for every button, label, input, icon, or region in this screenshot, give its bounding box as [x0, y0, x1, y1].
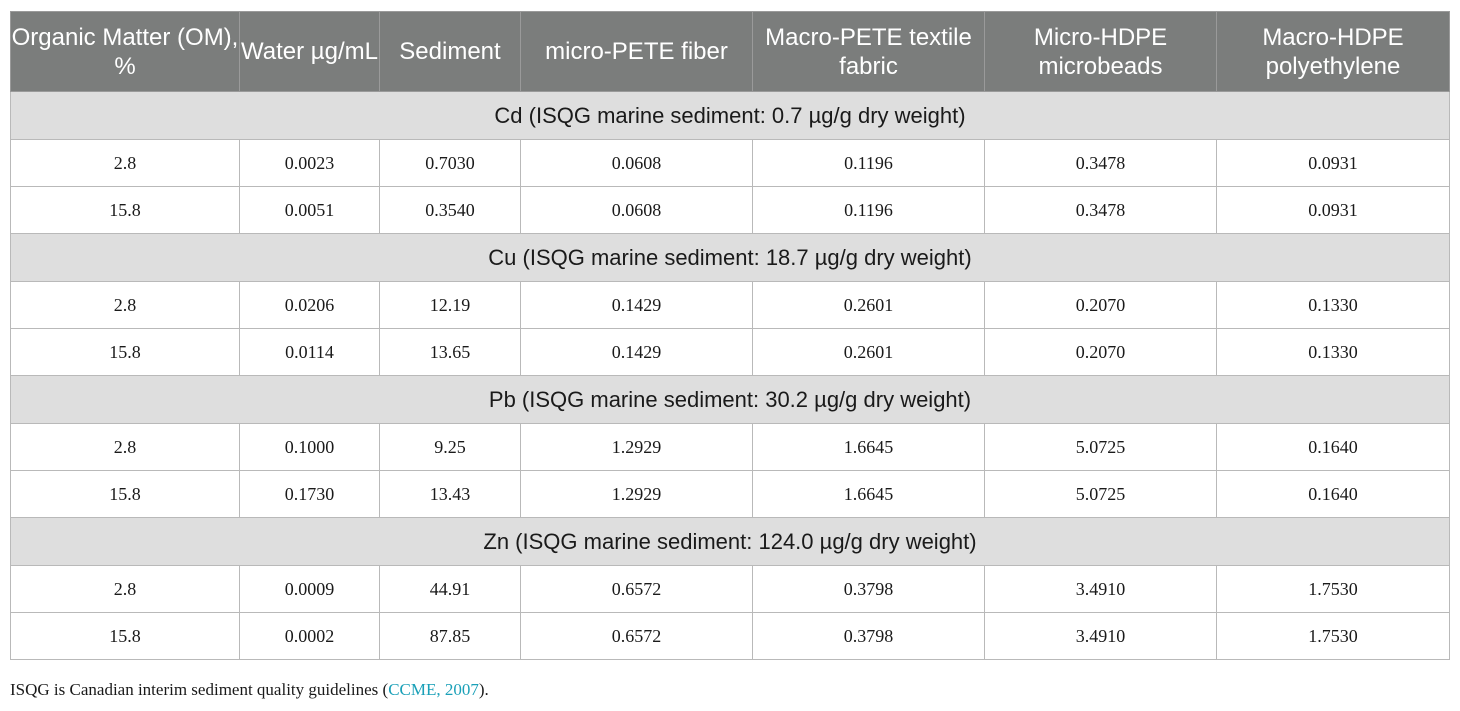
header-cell-micro-hdpe: Micro-HDPE microbeads: [984, 11, 1217, 92]
cell-macro-pete: 1.6645: [752, 423, 985, 471]
cell-micro-hdpe: 0.2070: [984, 328, 1217, 376]
cell-micro-hdpe: 3.4910: [984, 565, 1217, 613]
header-cell-macro-hdpe: Macro-HDPE polyethylene: [1216, 11, 1450, 92]
cell-water: 0.1000: [239, 423, 380, 471]
cell-micro-pete: 0.6572: [520, 565, 753, 613]
cell-water: 0.0023: [239, 139, 380, 187]
table-row: 2.8 0.1000 9.25 1.2929 1.6645 5.0725 0.1640: [10, 423, 1450, 471]
table-row: 15.8 0.0051 0.3540 0.0608 0.1196 0.3478 0.0931: [10, 186, 1450, 234]
footnote-text-end: ).: [478, 680, 489, 699]
cell-macro-hdpe: 0.1640: [1216, 423, 1450, 471]
header-cell-micro-pete: micro-PETE fiber: [520, 11, 753, 92]
cell-water: 0.0114: [239, 328, 380, 376]
cell-macro-pete: 0.2601: [752, 328, 985, 376]
cell-macro-hdpe: 0.0931: [1216, 139, 1450, 187]
cell-sediment: 12.19: [379, 281, 521, 329]
cell-macro-hdpe: 0.1640: [1216, 470, 1450, 518]
cell-organic-matter: 15.8: [10, 186, 240, 234]
table-row: 15.8 0.0002 87.85 0.6572 0.3798 3.4910 1.7530: [10, 612, 1450, 660]
table-body: Cd (ISQG marine sediment: 0.7 µg/g dry w…: [10, 91, 1450, 660]
cell-micro-hdpe: 5.0725: [984, 470, 1217, 518]
table-row: 2.8 0.0009 44.91 0.6572 0.3798 3.4910 1.7530: [10, 565, 1450, 613]
cell-micro-hdpe: 0.2070: [984, 281, 1217, 329]
cell-macro-hdpe: 0.1330: [1216, 328, 1450, 376]
data-table: Organic Matter (OM), % Water µg/mL Sedim…: [10, 11, 1450, 660]
cell-micro-hdpe: 0.3478: [984, 186, 1217, 234]
header-cell-sediment: Sediment: [379, 11, 521, 92]
cell-organic-matter: 15.8: [10, 612, 240, 660]
table-row: 2.8 0.0206 12.19 0.1429 0.2601 0.2070 0.1330: [10, 281, 1450, 329]
cell-organic-matter: 2.8: [10, 281, 240, 329]
cell-micro-hdpe: 3.4910: [984, 612, 1217, 660]
header-cell-macro-pete: Macro-PETE textile fabric: [752, 11, 985, 92]
cell-micro-hdpe: 0.3478: [984, 139, 1217, 187]
group-header-row: Cu (ISQG marine sediment: 18.7 µg/g dry …: [10, 233, 1450, 282]
table-header: Organic Matter (OM), % Water µg/mL Sedim…: [10, 11, 1450, 92]
table-footnote: ISQG is Canadian interim sediment qualit…: [10, 680, 489, 700]
cell-water: 0.0009: [239, 565, 380, 613]
cell-water: 0.0002: [239, 612, 380, 660]
cell-macro-hdpe: 0.1330: [1216, 281, 1450, 329]
cell-water: 0.1730: [239, 470, 380, 518]
cell-water: 0.0206: [239, 281, 380, 329]
cell-macro-pete: 0.3798: [752, 612, 985, 660]
cell-micro-pete: 0.0608: [520, 186, 753, 234]
cell-micro-pete: 0.6572: [520, 612, 753, 660]
group-header-row: Zn (ISQG marine sediment: 124.0 µg/g dry…: [10, 517, 1450, 566]
citation-link[interactable]: CCME, 2007: [388, 680, 479, 699]
cell-micro-pete: 0.1429: [520, 281, 753, 329]
group-title: Cu (ISQG marine sediment: 18.7 µg/g dry …: [10, 233, 1450, 282]
cell-micro-pete: 0.1429: [520, 328, 753, 376]
cell-organic-matter: 15.8: [10, 328, 240, 376]
cell-sediment: 87.85: [379, 612, 521, 660]
cell-macro-hdpe: 1.7530: [1216, 612, 1450, 660]
header-row: Organic Matter (OM), % Water µg/mL Sedim…: [10, 11, 1450, 92]
cell-macro-pete: 0.1196: [752, 139, 985, 187]
cell-sediment: 0.3540: [379, 186, 521, 234]
cell-sediment: 0.7030: [379, 139, 521, 187]
cell-organic-matter: 2.8: [10, 565, 240, 613]
cell-micro-pete: 0.0608: [520, 139, 753, 187]
cell-water: 0.0051: [239, 186, 380, 234]
cell-sediment: 13.65: [379, 328, 521, 376]
cell-sediment: 44.91: [379, 565, 521, 613]
header-cell-organic-matter: Organic Matter (OM), %: [10, 11, 240, 92]
cell-macro-hdpe: 0.0931: [1216, 186, 1450, 234]
cell-micro-pete: 1.2929: [520, 470, 753, 518]
table-row: 15.8 0.0114 13.65 0.1429 0.2601 0.2070 0.1330: [10, 328, 1450, 376]
footnote-text: ISQG is Canadian interim sediment qualit…: [10, 680, 389, 699]
cell-micro-hdpe: 5.0725: [984, 423, 1217, 471]
header-cell-water: Water µg/mL: [239, 11, 380, 92]
cell-macro-pete: 0.2601: [752, 281, 985, 329]
cell-macro-pete: 1.6645: [752, 470, 985, 518]
group-title: Cd (ISQG marine sediment: 0.7 µg/g dry w…: [10, 91, 1450, 140]
group-title: Pb (ISQG marine sediment: 30.2 µg/g dry …: [10, 375, 1450, 424]
table-row: 15.8 0.1730 13.43 1.2929 1.6645 5.0725 0.1640: [10, 470, 1450, 518]
group-header-row: Cd (ISQG marine sediment: 0.7 µg/g dry w…: [10, 91, 1450, 140]
cell-sediment: 9.25: [379, 423, 521, 471]
cell-macro-pete: 0.1196: [752, 186, 985, 234]
group-title: Zn (ISQG marine sediment: 124.0 µg/g dry…: [10, 517, 1450, 566]
cell-macro-pete: 0.3798: [752, 565, 985, 613]
cell-organic-matter: 2.8: [10, 139, 240, 187]
table-row: 2.8 0.0023 0.7030 0.0608 0.1196 0.3478 0.0931: [10, 139, 1450, 187]
cell-organic-matter: 15.8: [10, 470, 240, 518]
cell-macro-hdpe: 1.7530: [1216, 565, 1450, 613]
cell-organic-matter: 2.8: [10, 423, 240, 471]
cell-micro-pete: 1.2929: [520, 423, 753, 471]
cell-sediment: 13.43: [379, 470, 521, 518]
group-header-row: Pb (ISQG marine sediment: 30.2 µg/g dry …: [10, 375, 1450, 424]
